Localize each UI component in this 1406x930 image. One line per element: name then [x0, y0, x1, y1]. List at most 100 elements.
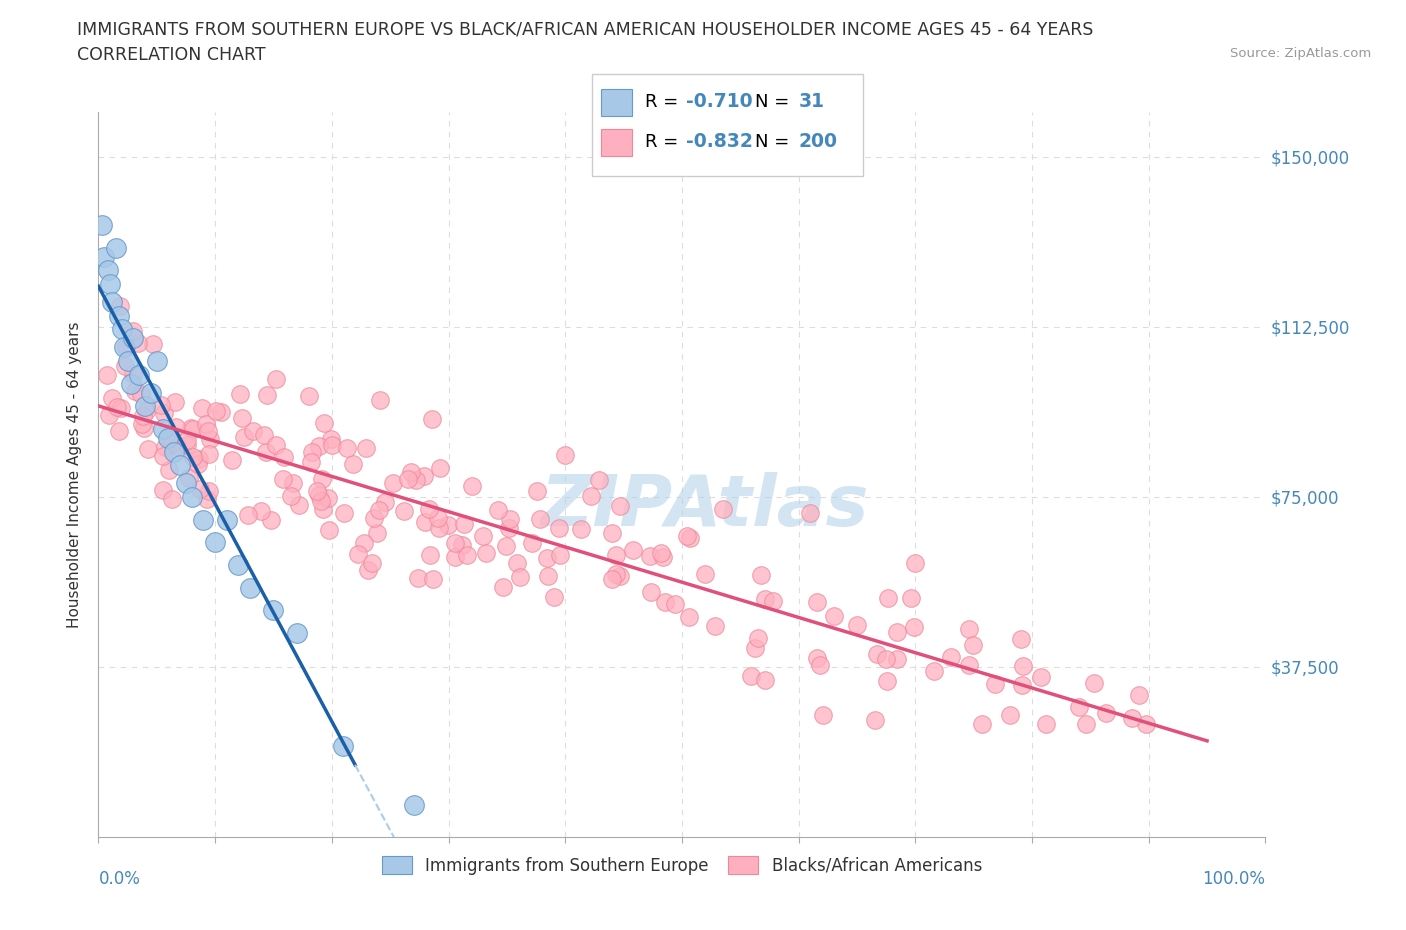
- Point: [98, 276, 121, 291]
- Point: [876, 673, 898, 688]
- Point: [288, 497, 311, 512]
- Point: [141, 337, 163, 352]
- Point: [652, 550, 675, 565]
- Point: [120, 377, 142, 392]
- Text: CORRELATION CHART: CORRELATION CHART: [77, 46, 266, 64]
- Point: [456, 548, 478, 563]
- Point: [762, 593, 785, 608]
- Point: [903, 619, 925, 634]
- Point: [664, 596, 686, 611]
- Point: [845, 618, 868, 632]
- Text: ZIPAtlas: ZIPAtlas: [541, 472, 869, 540]
- Point: [353, 536, 375, 551]
- Point: [149, 398, 172, 413]
- Point: [264, 372, 287, 387]
- Point: [285, 626, 308, 641]
- Point: [336, 441, 359, 456]
- Point: [711, 501, 734, 516]
- Point: [492, 579, 515, 594]
- Point: [747, 631, 769, 645]
- Point: [131, 417, 153, 432]
- Point: [262, 603, 284, 618]
- Point: [152, 421, 174, 436]
- Point: [472, 528, 495, 543]
- Y-axis label: Householder Income Ages 45 - 64 years: Householder Income Ages 45 - 64 years: [67, 321, 83, 628]
- Point: [444, 550, 467, 565]
- Point: [1094, 706, 1116, 721]
- Point: [308, 439, 330, 454]
- Point: [281, 475, 304, 490]
- Point: [368, 392, 391, 407]
- Point: [1011, 677, 1033, 692]
- Point: [498, 520, 520, 535]
- Point: [342, 457, 364, 472]
- Point: [209, 405, 232, 419]
- Point: [426, 511, 449, 525]
- Legend: Immigrants from Southern Europe, Blacks/African Americans: Immigrants from Southern Europe, Blacks/…: [374, 848, 990, 884]
- Point: [600, 525, 623, 540]
- Point: [422, 572, 444, 587]
- Text: R =: R =: [645, 133, 679, 151]
- Point: [157, 431, 180, 445]
- Point: [499, 512, 522, 526]
- Point: [957, 658, 980, 672]
- Point: [460, 479, 482, 494]
- Point: [187, 457, 209, 472]
- Point: [101, 295, 124, 310]
- Point: [197, 423, 219, 438]
- Point: [195, 417, 218, 432]
- Point: [97, 407, 120, 422]
- Point: [609, 569, 631, 584]
- Point: [678, 609, 700, 624]
- Text: 100.0%: 100.0%: [1202, 870, 1265, 887]
- Point: [744, 640, 766, 655]
- Point: [866, 646, 889, 661]
- Point: [271, 472, 294, 486]
- Point: [96, 367, 118, 382]
- Point: [153, 405, 176, 420]
- Point: [402, 798, 425, 813]
- Point: [198, 432, 221, 446]
- Point: [962, 638, 984, 653]
- Point: [366, 525, 388, 540]
- Point: [233, 430, 256, 445]
- Point: [100, 391, 122, 405]
- Point: [197, 484, 219, 498]
- Point: [193, 512, 215, 527]
- Point: [128, 367, 150, 382]
- Point: [298, 389, 321, 404]
- Point: [406, 570, 429, 585]
- FancyBboxPatch shape: [602, 129, 631, 156]
- Point: [250, 503, 273, 518]
- Point: [197, 446, 219, 461]
- Point: [536, 551, 558, 565]
- Point: [311, 472, 333, 486]
- Point: [166, 438, 188, 453]
- Point: [166, 419, 188, 434]
- Point: [132, 409, 155, 424]
- Point: [176, 433, 198, 448]
- Point: [754, 592, 776, 607]
- Point: [360, 556, 382, 571]
- Point: [900, 591, 922, 605]
- Point: [332, 738, 354, 753]
- Point: [875, 652, 897, 667]
- Point: [163, 394, 186, 409]
- Point: [122, 324, 145, 339]
- Point: [97, 263, 120, 278]
- Point: [308, 487, 330, 502]
- Point: [301, 445, 323, 459]
- Point: [1083, 676, 1105, 691]
- Text: N =: N =: [755, 133, 789, 151]
- Point: [806, 595, 828, 610]
- Point: [957, 622, 980, 637]
- Point: [886, 625, 908, 640]
- Point: [754, 672, 776, 687]
- Point: [405, 472, 427, 487]
- Point: [205, 404, 228, 418]
- Point: [486, 502, 509, 517]
- Point: [180, 489, 202, 504]
- Point: [221, 452, 243, 467]
- Text: -0.710: -0.710: [686, 92, 754, 111]
- Point: [127, 336, 149, 351]
